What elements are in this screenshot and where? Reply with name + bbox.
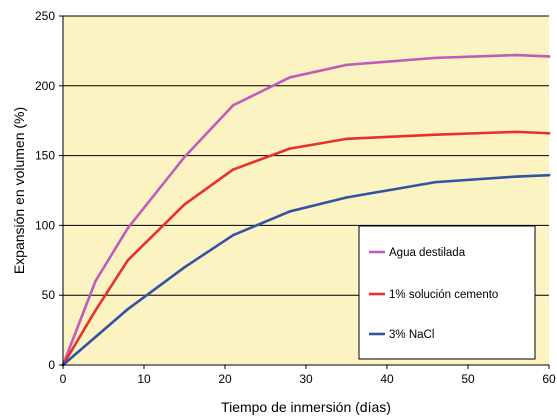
legend-box [358,225,536,360]
data-point-2-2 [183,265,186,269]
data-point-2-8 [547,173,551,177]
y-tick-label-0: 0 [48,358,55,372]
data-point-0-2 [126,226,130,230]
data-point-1-2 [126,259,130,262]
x-tick-label-50: 50 [461,372,475,386]
tick-labels: 0 10 20 30 40 50 60 0 50 100 150 200 250 [35,9,556,386]
data-point-1-6 [345,137,348,141]
data-point-0-3 [183,155,186,159]
x-tick-label-40: 40 [380,372,394,386]
y-tick-label-150: 150 [35,149,55,163]
x-tick-label-10: 10 [137,372,151,386]
x-tick-label-60: 60 [542,372,556,386]
y-tick-label-50: 50 [42,288,56,302]
axes [59,15,550,369]
x-tick-label-0: 0 [60,372,67,386]
data-point-1-5 [288,147,292,150]
data-point-1-8 [515,130,518,134]
data-point-0-1 [94,279,97,283]
data-point-2-1 [126,307,130,311]
data-point-1-9 [547,131,551,135]
data-point-1-3 [183,203,186,206]
data-point-0-9 [547,55,551,58]
data-point-2-5 [345,196,348,199]
data-point-0-4 [231,104,235,107]
data-point-1-1 [94,309,97,312]
data-point-0-7 [434,56,437,60]
x-tick-label-30: 30 [299,372,313,386]
series-lines [61,53,551,367]
series-line-0 [61,53,551,367]
data-point-0-6 [345,63,348,67]
legend: Agua destilada 1% solución cemento 3% Na… [358,225,536,360]
legend-label-solucion-cemento: 1% solución cemento [389,289,498,301]
data-point-2-7 [515,175,518,178]
data-point-2-6 [434,180,437,184]
data-point-0-8 [515,53,518,57]
x-axis-title: Tiempo de inmersión (días) [221,399,391,415]
data-point-1-7 [434,133,437,136]
y-tick-label-250: 250 [35,9,55,23]
y-axis-title: Expansión en volumen (%) [11,107,27,274]
y-tick-label-100: 100 [35,218,55,232]
y-tick-label-200: 200 [35,79,55,93]
legend-label-nacl: 3% NaCl [389,329,434,341]
data-point-0-5 [288,76,292,79]
series-line-1 [61,130,551,367]
data-point-1-4 [231,168,235,171]
legend-label-agua-destilada: Agua destilada [389,247,466,259]
data-point-2-4 [288,210,292,213]
x-tick-label-20: 20 [218,372,232,386]
data-point-2-3 [231,233,235,237]
